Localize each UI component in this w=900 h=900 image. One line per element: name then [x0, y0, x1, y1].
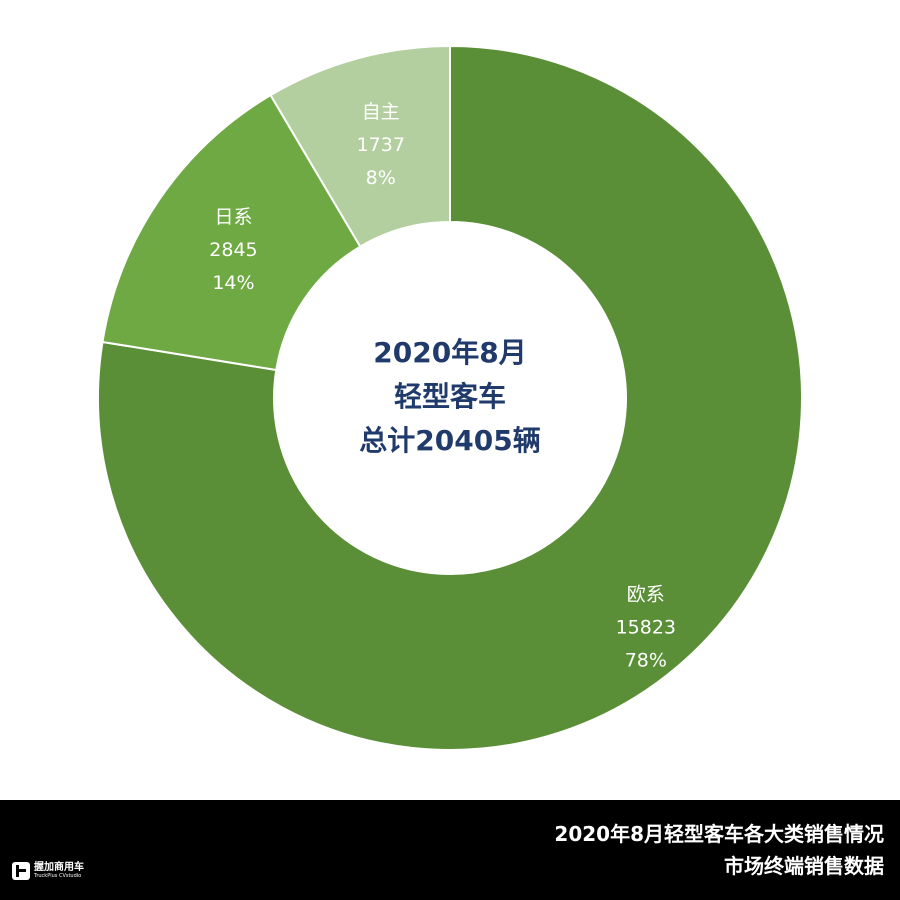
chart-subcaption: 市场终端销售数据	[724, 854, 884, 878]
center-label-1: 轻型客车	[394, 380, 506, 413]
slice-percent-label-2: 8%	[366, 167, 396, 189]
slice-name-label-0: 欧系	[627, 583, 665, 605]
slice-2	[269, 44, 451, 248]
slice-name-label-2: 自主	[362, 101, 400, 123]
slice-0	[97, 44, 803, 751]
logo-text-en: TruckPlus CVstudio	[34, 873, 82, 879]
center-label-2: 总计20405辆	[359, 424, 540, 457]
brand-logo: 握加商用车 TruckPlus CVstudio	[12, 862, 84, 880]
chart-caption: 2020年8月轻型客车各大类销售情况	[554, 822, 884, 846]
slice-percent-label-1: 14%	[212, 272, 254, 294]
slice-percent-label-0: 78%	[625, 649, 667, 671]
donut-chart: 欧系 15823 78% 日系 2845 14% 自主 1737 8% 2020年8月轻型客车总计…	[97, 44, 803, 751]
slice-value-label-0: 15823	[616, 616, 676, 638]
slice-value-label-1: 2845	[209, 239, 257, 261]
slice-1	[101, 93, 362, 372]
slice-value-label-2: 1737	[357, 134, 405, 156]
center-label-0: 2020年8月	[373, 336, 526, 369]
logo-text-cn: 握加商用车	[34, 862, 84, 873]
truck-plus-logo-icon	[12, 862, 30, 880]
footer-bar: 2020年8月轻型客车各大类销售情况 市场终端销售数据	[0, 800, 900, 900]
slice-name-label-1: 日系	[214, 206, 252, 228]
